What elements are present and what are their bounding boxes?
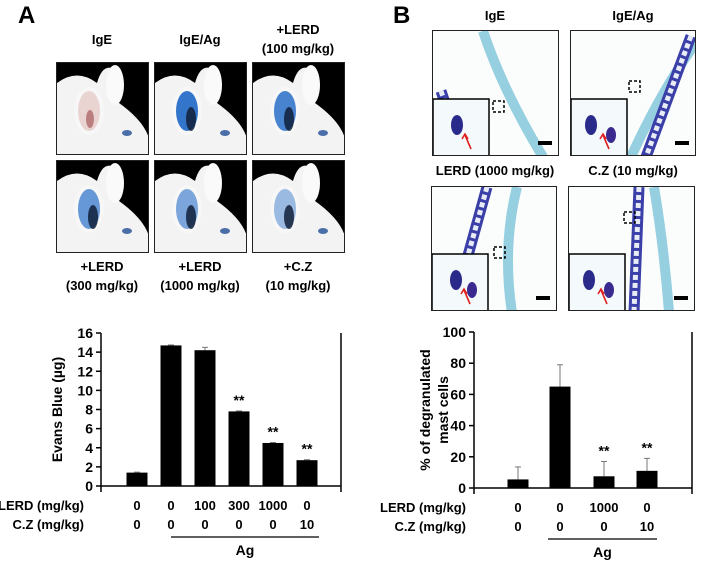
photo-label-bottom-2-line: (10 mg/kg)	[265, 278, 331, 293]
bar	[296, 460, 318, 486]
y-tick-label: 0	[458, 480, 466, 496]
y-tick-label: 60	[450, 386, 466, 402]
treatment-value: 0	[514, 519, 521, 534]
y-tick-label: 8	[85, 402, 93, 418]
treatment-row-label: C.Z (mg/kg)	[395, 519, 467, 534]
significance-marker: **	[268, 423, 279, 439]
treatment-row-label: C.Z (mg/kg)	[13, 517, 85, 532]
micrograph-label-ige: IgE	[484, 8, 506, 23]
treatment-value: 0	[303, 498, 310, 513]
y-tick-label: 40	[450, 418, 466, 434]
mouse-ear-photo	[56, 62, 149, 155]
photo-label-bottom-0-line: +LERD	[80, 259, 124, 274]
treatment-value: 10	[640, 519, 654, 534]
significance-marker: **	[599, 442, 610, 458]
photo-label-top-0: IgE	[92, 30, 112, 49]
treatment-value: 0	[556, 500, 563, 515]
photo-label-top-2: +LERD (100 mg/kg)	[262, 20, 334, 58]
photo-label-top-0-line: IgE	[91, 32, 113, 47]
photo-label-top-2-line: (100 mg/kg)	[261, 41, 335, 56]
y-tick-label: 100	[443, 324, 467, 340]
y-tick-label: 10	[77, 382, 93, 398]
treatment-value: 0	[643, 500, 650, 515]
treatment-value: 0	[514, 500, 521, 515]
bar	[507, 479, 529, 488]
y-tick-label: 4	[85, 440, 93, 456]
photo-label-bottom-0-line: (300 mg/kg)	[65, 278, 139, 293]
photo-label-bottom-1: +LERD (1000 mg/kg)	[160, 257, 239, 295]
significance-marker: **	[642, 439, 653, 455]
micrograph-label-cz: C.Z (10 mg/kg)	[588, 163, 678, 178]
micrograph-label-ige-ag: IgE/Ag	[612, 8, 654, 23]
bar	[262, 442, 284, 486]
y-tick-label: 6	[85, 421, 93, 437]
treatment-value: 0	[600, 519, 607, 534]
toluidine-blue-micrograph	[568, 186, 695, 311]
photo-label-bottom-1-line: (1000 mg/kg)	[160, 278, 240, 293]
y-tick-label: 0	[85, 478, 93, 494]
treatment-value: 0	[167, 517, 174, 532]
treatment-value: 0	[556, 519, 563, 534]
y-axis-label: mast cells	[435, 376, 451, 444]
bar	[593, 476, 615, 488]
mouse-ear-photo	[154, 62, 247, 155]
panel-a-letter: A	[18, 2, 36, 29]
photo-label-top-2-line: +LERD	[276, 22, 320, 37]
mouse-ear-photo	[56, 160, 149, 253]
y-tick-label: 20	[450, 449, 466, 465]
y-tick-label: 12	[77, 363, 93, 379]
treatment-value: 0	[167, 498, 174, 513]
bar	[160, 345, 182, 486]
treatment-value: 0	[201, 517, 208, 532]
treatment-value: 1000	[590, 500, 619, 515]
y-tick-label: 2	[85, 459, 93, 475]
photo-label-top-1: IgE/Ag	[179, 30, 220, 49]
significance-marker: **	[234, 392, 245, 408]
treatment-value: 1000	[259, 498, 288, 513]
photo-label-bottom-2-line: +C.Z	[283, 259, 313, 274]
ag-group-label: Ag	[593, 544, 612, 560]
photo-label-bottom-0: +LERD (300 mg/kg)	[66, 257, 138, 295]
treatment-value: 0	[235, 517, 242, 532]
photo-label-bottom-2: +C.Z (10 mg/kg)	[265, 257, 330, 295]
mouse-ear-photo	[154, 160, 247, 253]
treatment-value: 100	[194, 498, 216, 513]
mouse-ear-photo	[252, 160, 345, 253]
mouse-ear-photo	[252, 62, 345, 155]
y-axis-label: Evans Blue (µg)	[49, 357, 65, 462]
bar	[549, 386, 571, 488]
toluidine-blue-micrograph	[432, 30, 559, 156]
toluidine-blue-micrograph	[431, 186, 557, 311]
micrograph-label-lerd: LERD (1000 mg/kg)	[435, 163, 555, 178]
bar	[636, 470, 658, 488]
panel-b-letter: B	[393, 2, 411, 29]
treatment-row-label: LERD (mg/kg)	[0, 498, 84, 513]
y-axis-label: % of degranulated	[417, 349, 433, 470]
y-tick-label: 16	[77, 325, 93, 341]
ag-group-label: Ag	[236, 542, 255, 558]
treatment-value: 0	[269, 517, 276, 532]
y-tick-label: 14	[77, 344, 93, 360]
treatment-value: 300	[228, 498, 250, 513]
treatment-value: 10	[300, 517, 314, 532]
bar	[126, 472, 148, 486]
y-tick-label: 80	[450, 355, 466, 371]
photo-label-bottom-1-line: +LERD	[178, 259, 222, 274]
bar	[228, 411, 250, 486]
significance-marker: **	[302, 441, 313, 457]
toluidine-blue-micrograph	[570, 30, 696, 156]
photo-label-top-1-line: IgE/Ag	[179, 32, 221, 47]
bar	[194, 350, 216, 486]
treatment-row-label: LERD (mg/kg)	[380, 500, 466, 515]
treatment-value: 0	[133, 517, 140, 532]
treatment-value: 0	[133, 498, 140, 513]
